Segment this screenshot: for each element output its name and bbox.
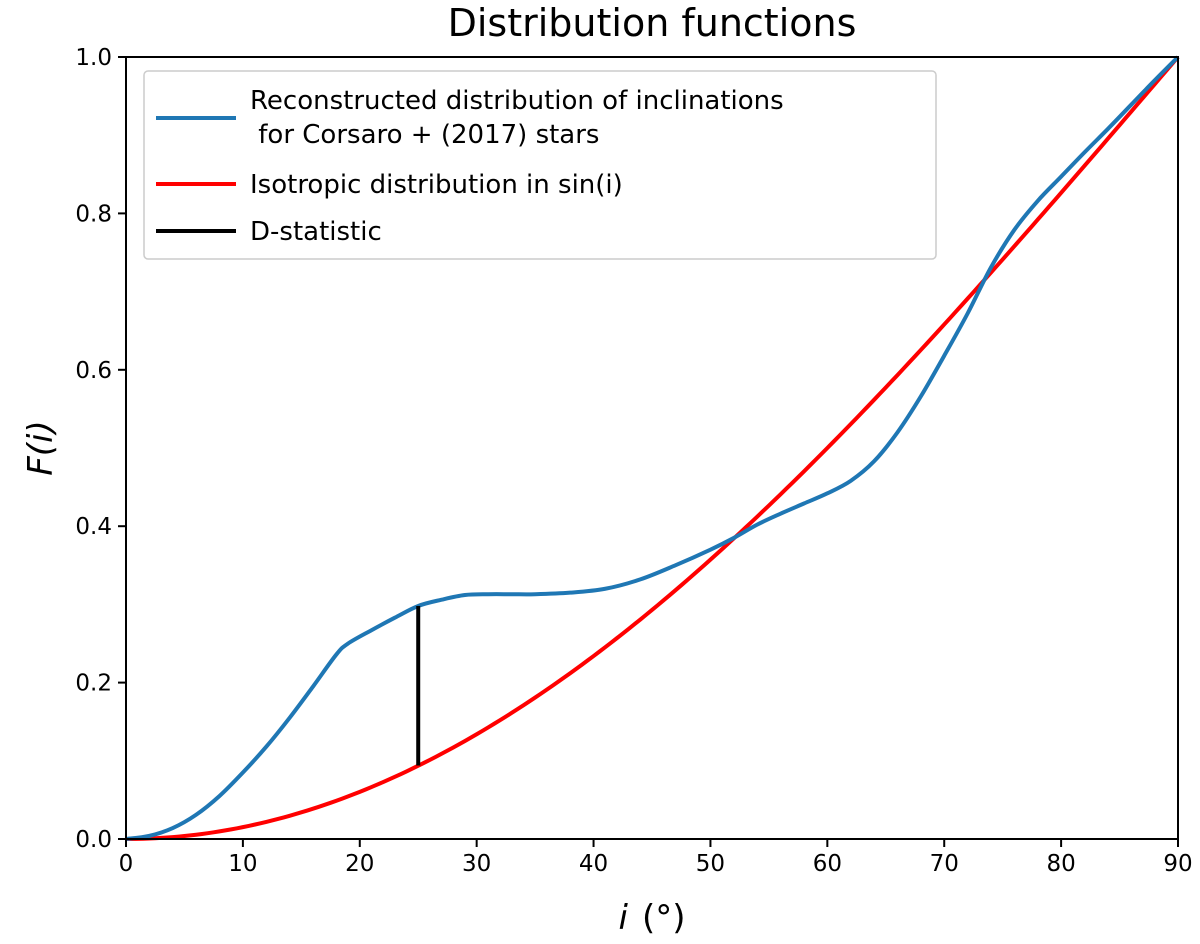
x-tick-label: 10 [228,851,257,877]
x-tick-label: 70 [930,851,959,877]
x-tick-label: 50 [696,851,725,877]
legend-label-reconstructed: Reconstructed distribution of inclinatio… [250,86,784,150]
x-tick-label: 0 [119,851,134,877]
legend-label-isotropic: Isotropic distribution in sin(i) [250,170,623,200]
legend-box [143,70,937,260]
legend-label-reconstructed-line1: Reconstructed distribution of inclinatio… [250,86,784,116]
y-tick-label: 0.6 [75,358,112,384]
chart-title: Distribution functions [448,1,857,45]
y-axis-argument: (i) [21,420,61,456]
plot-frame [125,56,1179,840]
legend-label-reconstructed-line2: for Corsaro + (2017) stars [250,120,599,150]
x-axis-variable: i [619,898,629,938]
y-axis: 0.0 0.2 0.4 0.6 0.8 1.0 [75,45,126,853]
x-axis: 0 10 20 30 40 50 60 70 80 90 [119,839,1193,877]
x-tick-label: 80 [1046,851,1075,877]
plot-area [125,55,1180,841]
y-tick-label: 0.8 [75,201,112,227]
y-tick-label: 0.0 [75,827,112,853]
x-axis-unit: (°) [642,898,686,938]
legend: Reconstructed distribution of inclinatio… [143,70,937,260]
legend-label-dstatistic: D-statistic [250,217,382,247]
x-tick-label: 30 [462,851,491,877]
x-tick-label: 20 [345,851,374,877]
x-axis-label: i (°) [619,898,686,938]
y-axis-label: F(i) [21,420,61,476]
x-tick-label: 40 [579,851,608,877]
x-tick-label: 60 [813,851,842,877]
y-tick-label: 0.2 [75,671,112,697]
series-isotropic-line [125,55,1180,841]
y-tick-label: 0.4 [75,514,112,540]
y-axis-variable: F [21,456,61,476]
y-tick-label: 1.0 [75,45,112,71]
series-reconstructed-line [125,55,1180,841]
x-tick-label: 90 [1163,851,1192,877]
